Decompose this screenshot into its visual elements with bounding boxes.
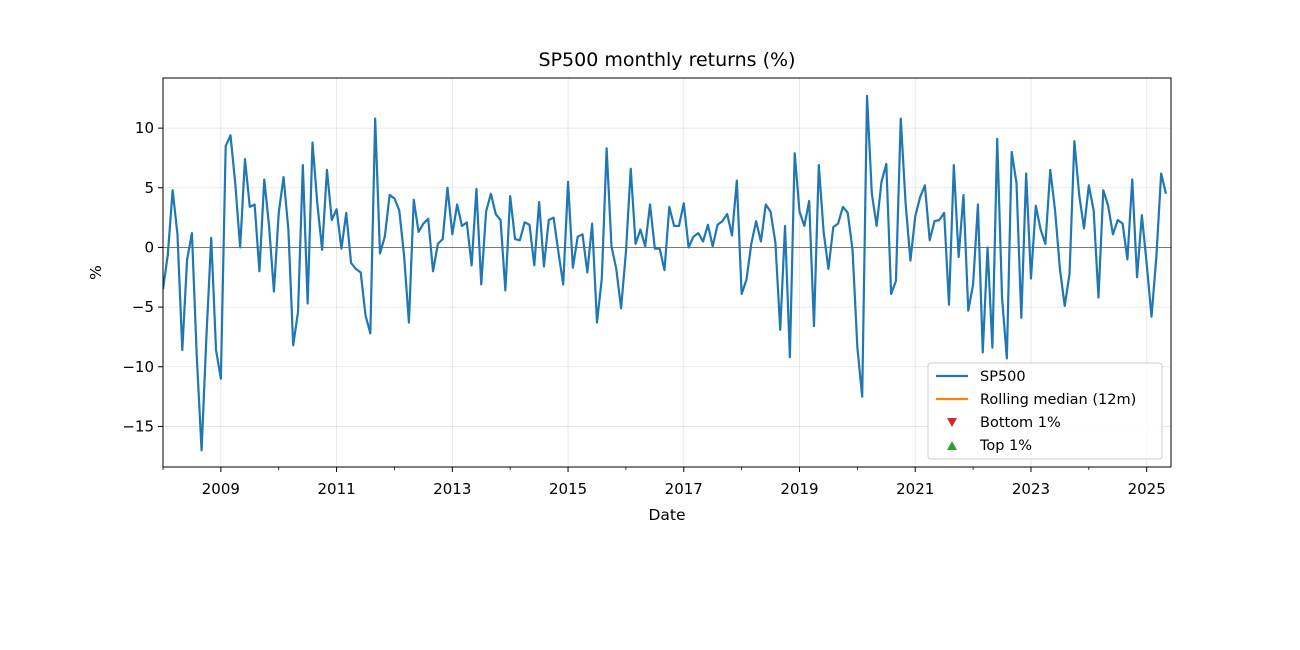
- x-axis-label: Date: [648, 506, 685, 524]
- y-tick-label: −15: [122, 417, 154, 435]
- legend-box: [927, 362, 1163, 460]
- legend-label: SP500: [980, 369, 1026, 385]
- x-tick-label: 2015: [549, 480, 587, 498]
- y-tick-label: 0: [144, 238, 154, 256]
- legend-label: Top 1%: [979, 438, 1032, 454]
- legend-label: Bottom 1%: [980, 415, 1061, 431]
- axes-frame: [162, 77, 1172, 468]
- chart-title: SP500 monthly returns (%): [539, 49, 796, 71]
- x-tick-label: 2023: [1012, 480, 1050, 498]
- x-tick-label: 2021: [896, 480, 934, 498]
- legend-label: Rolling median (12m): [980, 392, 1136, 408]
- legend-marker-top: [947, 441, 957, 450]
- x-tick-label: 2009: [202, 480, 240, 498]
- legend: SP500 Rolling median (12m) Bottom 1% Top 1%: [927, 362, 1163, 460]
- legend-marker-bottom: [947, 418, 957, 427]
- sp500-series-line: [163, 94, 1168, 452]
- x-tick-label: 2019: [780, 480, 818, 498]
- x-tick-label: 2025: [1128, 480, 1166, 498]
- y-tick-label: 5: [144, 179, 154, 197]
- y-tick-label: −10: [122, 358, 154, 376]
- x-tick-label: 2017: [665, 480, 703, 498]
- plot-area: 2009 2011 2013 2015 2017 2019 2021 2023 2025 10 5 0…: [87, 49, 1172, 524]
- y-axis-label: %: [87, 265, 105, 280]
- y-tick-label: −5: [132, 298, 154, 316]
- x-tick-label: 2011: [317, 480, 355, 498]
- y-tick-label: 10: [135, 119, 154, 137]
- x-tick-label: 2013: [433, 480, 471, 498]
